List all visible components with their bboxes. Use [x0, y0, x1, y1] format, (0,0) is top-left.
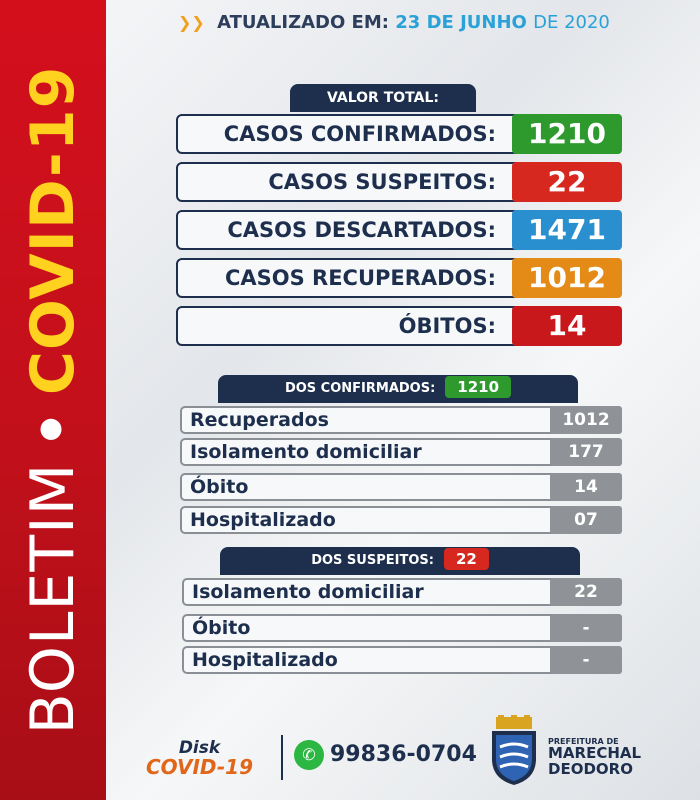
confirmados-row-obito: Óbito 14 — [180, 473, 622, 501]
total-row-label: CASOS RECUPERADOS: — [224, 266, 496, 290]
disk-covid-logo: Disk COVID-19 — [146, 738, 253, 779]
detail-row-label: Hospitalizado — [190, 509, 336, 531]
suspeitos-row-hospitalizado: Hospitalizado - — [182, 646, 622, 674]
detail-row-label: Isolamento domiciliar — [190, 441, 422, 463]
detail-row-label: Isolamento domiciliar — [192, 581, 424, 603]
total-row-label: CASOS CONFIRMADOS: — [223, 122, 496, 146]
detail-row-value: - — [550, 646, 622, 674]
detail-row-value: 22 — [550, 578, 622, 606]
update-date: 23 DE JUNHO — [395, 12, 527, 33]
sidebar-word-boletim: BOLETIM — [18, 462, 88, 735]
disk-line2: COVID-19 — [146, 755, 253, 779]
sidebar-title: BOLETIM • COVID-19 — [18, 66, 88, 735]
city-crest-icon — [492, 715, 536, 785]
sidebar-separator: • — [18, 409, 88, 449]
total-row-value: 1210 — [512, 114, 622, 154]
total-row-value: 1471 — [512, 210, 622, 250]
detail-row-value: 1012 — [550, 406, 622, 434]
update-prefix: ATUALIZADO EM: — [217, 12, 389, 33]
suspeitos-badge: 22 — [443, 548, 489, 570]
confirmados-title-text: DOS CONFIRMADOS: — [284, 381, 436, 396]
suspeitos-section-title: DOS SUSPEITOS: 22 — [220, 547, 580, 575]
sidebar-banner: BOLETIM • COVID-19 — [0, 0, 106, 800]
prefeitura-logo-text: PREFEITURA DE MARECHAL DEODORO — [548, 737, 642, 779]
total-row-value: 1012 — [512, 258, 622, 298]
total-section-title: VALOR TOTAL: — [290, 84, 476, 112]
total-row-value: 22 — [512, 162, 622, 202]
footer: Disk COVID-19 ✆ 99836-0704 PREFEITURA DE… — [106, 700, 700, 800]
total-row-label: CASOS SUSPEITOS: — [268, 170, 496, 194]
total-row-label: ÓBITOS: — [398, 314, 496, 338]
hotline-phone[interactable]: 99836-0704 — [330, 742, 477, 767]
update-header: ❯❯ ATUALIZADO EM: 23 DE JUNHO DE 2020 — [178, 12, 610, 33]
total-row-value: 14 — [512, 306, 622, 346]
detail-row-label: Óbito — [190, 476, 249, 498]
update-year: DE 2020 — [533, 12, 610, 33]
suspeitos-row-obito: Óbito - — [182, 614, 622, 642]
detail-row-label: Óbito — [192, 617, 251, 639]
confirmados-badge: 1210 — [445, 376, 512, 398]
double-chevron-icon: ❯❯ — [178, 13, 205, 32]
disk-line1: Disk — [178, 738, 221, 758]
confirmados-section-title: DOS CONFIRMADOS: 1210 — [218, 375, 578, 403]
prefeitura-line1: PREFEITURA DE — [548, 737, 619, 746]
total-row-obitos: ÓBITOS: 14 — [176, 306, 622, 346]
footer-divider — [281, 735, 283, 780]
total-row-recuperados: CASOS RECUPERADOS: 1012 — [176, 258, 622, 298]
whatsapp-icon: ✆ — [294, 740, 324, 770]
detail-row-label: Recuperados — [190, 409, 329, 431]
sidebar-word-covid: COVID-19 — [18, 65, 88, 396]
prefeitura-line3: DEODORO — [548, 760, 633, 779]
suspeitos-row-isolamento: Isolamento domiciliar 22 — [182, 578, 622, 606]
confirmados-row-isolamento: Isolamento domiciliar 177 — [180, 438, 622, 466]
suspeitos-title-text: DOS SUSPEITOS: — [311, 553, 434, 568]
total-row-label: CASOS DESCARTADOS: — [227, 218, 496, 242]
total-row-confirmados: CASOS CONFIRMADOS: 1210 — [176, 114, 622, 154]
confirmados-row-recuperados: Recuperados 1012 — [180, 406, 622, 434]
prefeitura-line2: MARECHAL — [548, 744, 642, 763]
detail-row-label: Hospitalizado — [192, 649, 338, 671]
total-row-descartados: CASOS DESCARTADOS: 1471 — [176, 210, 622, 250]
detail-row-value: 07 — [550, 506, 622, 534]
detail-row-value: 14 — [550, 473, 622, 501]
detail-row-value: - — [550, 614, 622, 642]
detail-row-value: 177 — [550, 438, 622, 466]
total-row-suspeitos: CASOS SUSPEITOS: 22 — [176, 162, 622, 202]
confirmados-row-hospitalizado: Hospitalizado 07 — [180, 506, 622, 534]
